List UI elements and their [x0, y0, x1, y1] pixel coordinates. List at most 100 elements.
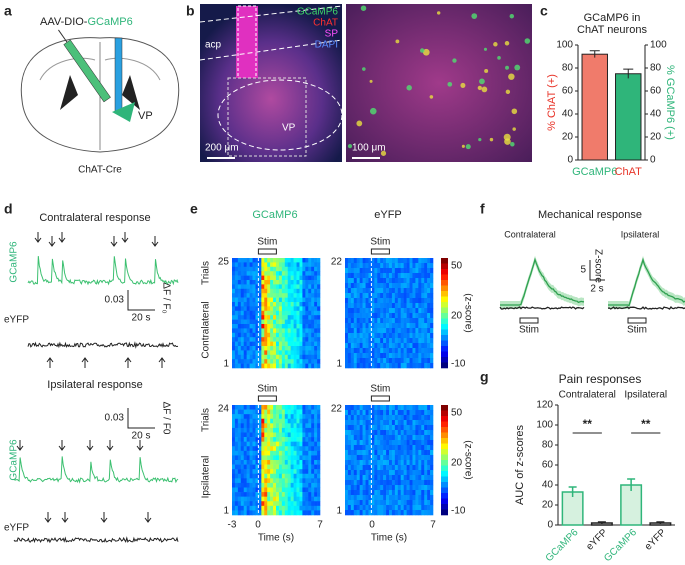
heat-cell: [314, 275, 318, 281]
heat-cell: [374, 470, 378, 476]
heat-cell: [362, 353, 366, 359]
heat-cell: [377, 510, 381, 516]
heat-cell: [270, 341, 274, 347]
heat-cell: [347, 415, 352, 421]
heat-cell: [317, 280, 321, 285]
heat-cell: [299, 446, 303, 452]
arrow: [121, 232, 129, 243]
heat-cell: [234, 478, 239, 484]
heat-cell: [314, 496, 318, 502]
heat-cell: [406, 318, 410, 324]
heat-cell: [362, 338, 366, 344]
heat-cell: [311, 354, 315, 360]
heat-cell: [391, 485, 396, 491]
heat-cell: [299, 469, 303, 475]
heat-cell: [276, 319, 280, 325]
heat-cell: [296, 332, 300, 338]
heat-cell: [255, 271, 259, 276]
heat-cell: [264, 492, 268, 497]
scale-label: 5: [580, 265, 586, 276]
heat-cell: [290, 510, 294, 516]
heat-cell: [368, 430, 372, 436]
heat-cell: [311, 271, 315, 276]
heat-cell: [430, 480, 434, 486]
heat-cell: [365, 470, 369, 476]
heat-cell: [397, 323, 402, 329]
heat-cell: [234, 266, 239, 272]
heat-cell: [365, 475, 369, 481]
heat-cell: [302, 310, 306, 316]
heat-cell: [311, 496, 315, 502]
heat-cell: [389, 490, 393, 496]
heat-cell: [359, 338, 363, 344]
trial-label: 25: [218, 257, 230, 268]
heat-cell: [314, 414, 318, 420]
heat-cell: [347, 475, 352, 481]
heat-cell: [299, 359, 303, 364]
heat-cell: [234, 405, 239, 410]
heat-cell: [258, 487, 262, 493]
heat-cell: [345, 258, 349, 264]
heat-cell: [311, 405, 315, 410]
heat-cell: [400, 455, 404, 461]
heat-cell: [421, 485, 425, 491]
heat-cell: [243, 487, 247, 493]
heat-cell: [397, 273, 402, 279]
heat-cell: [314, 460, 318, 465]
heat-cell: [234, 328, 239, 334]
heat-cell: [267, 432, 271, 438]
heat-cell: [246, 319, 250, 325]
heat-cell: [290, 414, 294, 420]
heat-cell: [267, 346, 271, 351]
heat-cell: [287, 460, 291, 465]
heat-cell: [406, 278, 410, 284]
heat-cell: [371, 343, 375, 349]
heat-cell: [278, 460, 283, 465]
heat-cell: [296, 328, 300, 334]
heat-cell: [421, 258, 425, 264]
heat-cell: [356, 480, 360, 486]
x-tick-label: -3: [228, 520, 237, 531]
heat-cell: [403, 288, 407, 294]
heat-cell: [290, 496, 294, 502]
heat-cell: [267, 341, 271, 347]
heat-cell: [371, 510, 375, 516]
heat-cell: [284, 455, 289, 461]
heat-cell: [287, 446, 291, 452]
heat-cell: [365, 293, 369, 299]
heat-cell: [246, 427, 250, 433]
heat-cell: [302, 414, 306, 420]
heat-cell: [237, 464, 242, 470]
heat-cell: [412, 470, 416, 476]
heat-cell: [267, 487, 271, 493]
heat-cell: [391, 410, 396, 416]
heat-cell: [359, 258, 363, 264]
heat-cell: [368, 505, 372, 511]
heat-cell: [240, 446, 245, 452]
heat-cell: [273, 501, 277, 507]
heat-cell: [356, 343, 360, 349]
heat-cell: [232, 492, 236, 497]
heat-cell: [359, 460, 363, 466]
heat-cell: [400, 415, 404, 421]
heat-cell: [284, 284, 289, 290]
heat-cell: [418, 455, 422, 461]
heat-cell: [296, 354, 300, 360]
heat-cell: [403, 490, 407, 496]
heat-cell: [270, 482, 274, 488]
heat-cell: [281, 501, 286, 507]
heat-cell: [412, 353, 416, 359]
heat-cell: [377, 455, 381, 461]
heat-cell: [284, 446, 289, 452]
heat-cell: [305, 297, 309, 303]
stim-label: Stim: [370, 384, 390, 395]
heat-cell: [246, 288, 250, 294]
heat-cell: [397, 425, 402, 431]
heat-cell: [234, 437, 239, 442]
heat-cell: [258, 427, 262, 433]
heat-cell: [246, 405, 250, 410]
scale-label: Z-score: [592, 249, 603, 283]
heat-cell: [345, 420, 349, 426]
heat-cell: [237, 346, 242, 351]
panel-letter: c: [540, 3, 548, 19]
